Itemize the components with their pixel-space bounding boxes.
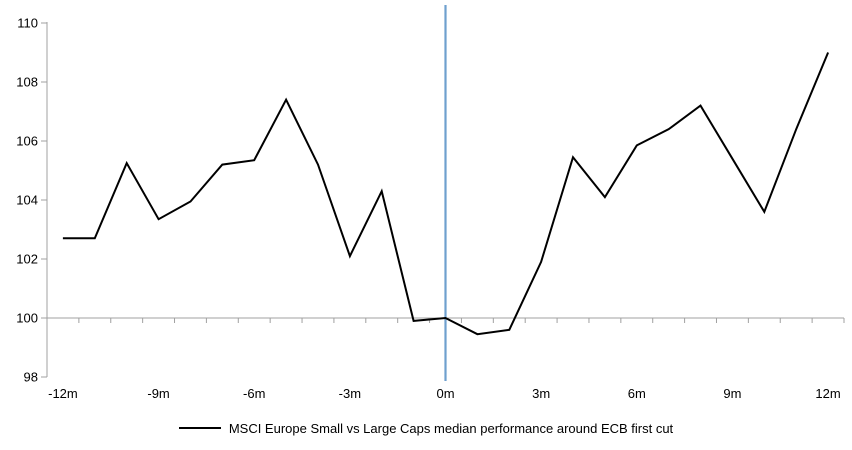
- series-line: [62, 52, 830, 336]
- x-tick-label: 0m: [436, 386, 454, 401]
- legend-label: MSCI Europe Small vs Large Caps median p…: [228, 420, 674, 436]
- y-tick-label: 102: [16, 252, 38, 267]
- x-tick-label: -6m: [243, 386, 265, 401]
- legend-line-sample-icon: [178, 427, 221, 429]
- y-tick-label: 108: [16, 75, 38, 90]
- y-tick-label: 98: [24, 370, 38, 385]
- x-tick-label: 3m: [532, 386, 550, 401]
- x-tick-label: -9m: [147, 386, 169, 401]
- x-tick-label: -3m: [339, 386, 361, 401]
- x-tick-label: 6m: [628, 386, 646, 401]
- x-tick-label: 9m: [723, 386, 741, 401]
- y-tick-label: 110: [17, 16, 38, 31]
- legend: MSCI Europe Small vs Large Caps median p…: [0, 420, 852, 436]
- x-tick-label: -12m: [48, 386, 78, 401]
- y-tick-label: 106: [16, 134, 38, 149]
- y-tick-label: 100: [16, 311, 38, 326]
- y-tick-label: 104: [16, 193, 38, 208]
- x-tick-label: 12m: [815, 386, 840, 401]
